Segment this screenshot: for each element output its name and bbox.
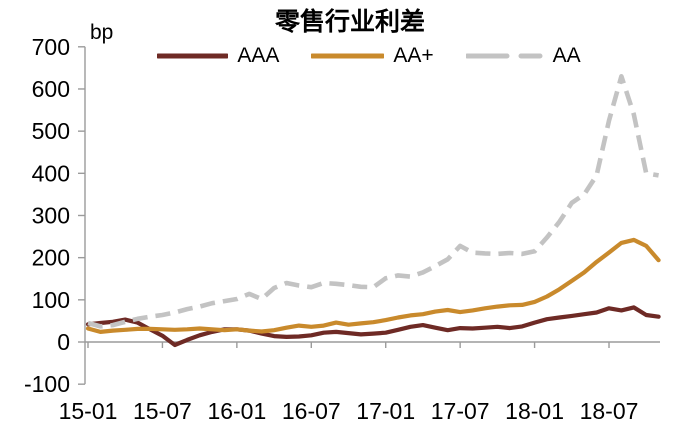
- series-line-AA: [87, 74, 659, 329]
- legend-swatch-aaa-line-icon: [157, 53, 229, 58]
- legend-swatch-aa-dashed-line-icon: [465, 53, 544, 58]
- x-axis-tick-label: 17-01: [356, 398, 415, 424]
- x-axis-tick-label: 18-07: [580, 398, 639, 424]
- x-axis-tick-label: 18-01: [505, 398, 564, 424]
- y-axis-tick-label: 600: [32, 76, 70, 102]
- legend-item-aaa: AAA: [157, 45, 279, 66]
- x-axis-tick-label: 16-07: [282, 398, 341, 424]
- y-axis-tick-label: 200: [32, 245, 70, 271]
- series-line-AAA: [85, 305, 661, 348]
- y-axis-tick-label: 400: [32, 160, 70, 186]
- y-axis-tick-label: 300: [32, 202, 70, 228]
- x-axis-tick-label: 15-01: [59, 398, 118, 424]
- legend: AAA AA+ AA: [0, 45, 700, 66]
- x-axis-tick-label: 15-07: [133, 398, 192, 424]
- y-axis-tick-label: 700: [32, 34, 70, 60]
- x-axis-tick-label: 16-01: [207, 398, 266, 424]
- legend-swatch-aa-plus-line-icon: [311, 53, 385, 58]
- legend-label-aa-plus: AA+: [393, 44, 434, 67]
- y-axis-tick-label: 0: [57, 329, 70, 355]
- legend-item-aa: AA: [465, 44, 581, 67]
- y-axis-unit-label: bp: [90, 21, 114, 44]
- chart-title: 零售行业利差: [274, 8, 425, 36]
- legend-item-aa-plus: AA+: [311, 44, 434, 67]
- series-line-AA+: [85, 237, 661, 334]
- y-axis-tick-label: 100: [32, 287, 70, 313]
- legend-label-aa: AA: [552, 44, 581, 67]
- y-axis-tick-label: 500: [32, 118, 70, 144]
- legend-label-aaa: AAA: [237, 44, 280, 67]
- y-axis-tick-label: -100: [24, 371, 70, 397]
- x-axis-tick-label: 17-07: [431, 398, 490, 424]
